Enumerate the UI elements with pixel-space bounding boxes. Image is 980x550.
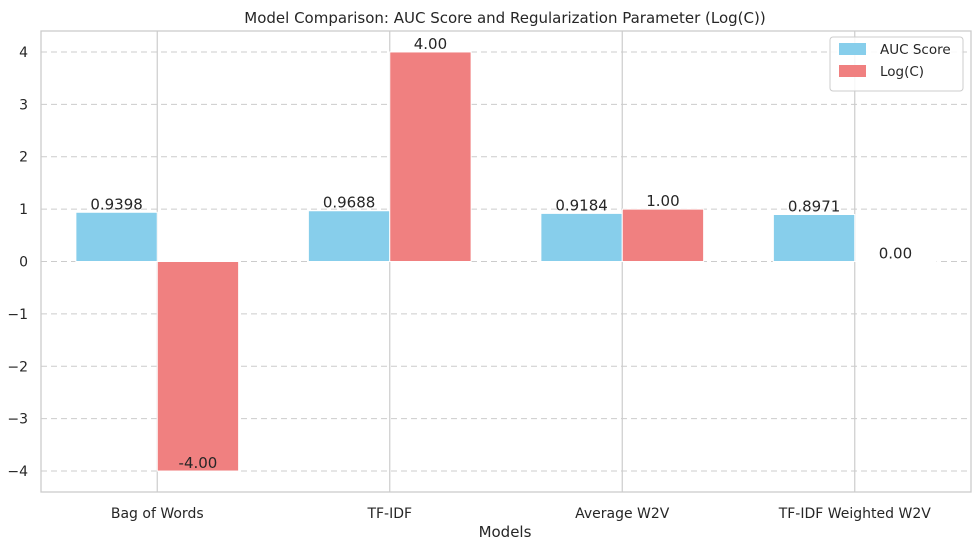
bar-value-label: 0.9398 (90, 195, 143, 213)
bar-log-c (621, 208, 705, 262)
legend-label: AUC Score (880, 42, 951, 58)
legend-label: Log(C) (880, 64, 924, 80)
bar-auc-score (307, 210, 391, 262)
y-tick-label: 1 (19, 202, 28, 218)
bar-value-label: 0.9184 (555, 196, 608, 214)
y-tick-label: −3 (7, 412, 28, 428)
y-tick-label: 0 (19, 255, 28, 271)
x-tick-label: TF-IDF Weighted W2V (778, 506, 932, 522)
bar-value-label: -4.00 (179, 454, 218, 472)
y-tick-label: 4 (19, 45, 28, 61)
bar-value-label: 0.8971 (788, 198, 841, 216)
bar-value-label: 0.9688 (323, 194, 376, 212)
y-tick-label: −1 (7, 307, 28, 323)
x-tick-labels: Bag of Words TF-IDF Average W2V TF-IDF Weig… (111, 506, 931, 522)
bar-log-c (156, 261, 240, 472)
bar-value-label: 0.00 (879, 245, 912, 263)
x-tick-label: Bag of Words (111, 506, 204, 522)
bar-value-label: 1.00 (646, 192, 679, 210)
bars (75, 51, 937, 472)
legend-swatch (839, 65, 866, 77)
legend-swatch (839, 43, 866, 55)
bar-auc-score (540, 212, 623, 263)
x-tick-label: Average W2V (575, 506, 670, 522)
bar-value-label: 4.00 (414, 35, 447, 53)
x-tick-label: TF-IDF (366, 506, 412, 522)
y-tick-label: −2 (7, 359, 28, 375)
legend: AUC Score Log(C) (829, 36, 964, 92)
x-axis-title: Models (479, 523, 532, 541)
y-tick-labels: −4 −3 −2 −1 0 1 2 3 4 (7, 45, 28, 480)
bar-log-c (389, 51, 472, 262)
bar-labels: 0.9398 0.9688 0.9184 0.8971 -4.00 4.00 1.00 0.0… (90, 35, 912, 472)
y-tick-label: 3 (19, 97, 28, 113)
chart-title: Model Comparison: AUC Score and Regulari… (244, 9, 765, 27)
plot-frame (40, 30, 972, 493)
y-tick-label: 2 (19, 150, 28, 166)
bar-auc-score (75, 211, 158, 262)
bar-auc-score (772, 214, 856, 263)
y-tick-label: −4 (7, 464, 28, 480)
